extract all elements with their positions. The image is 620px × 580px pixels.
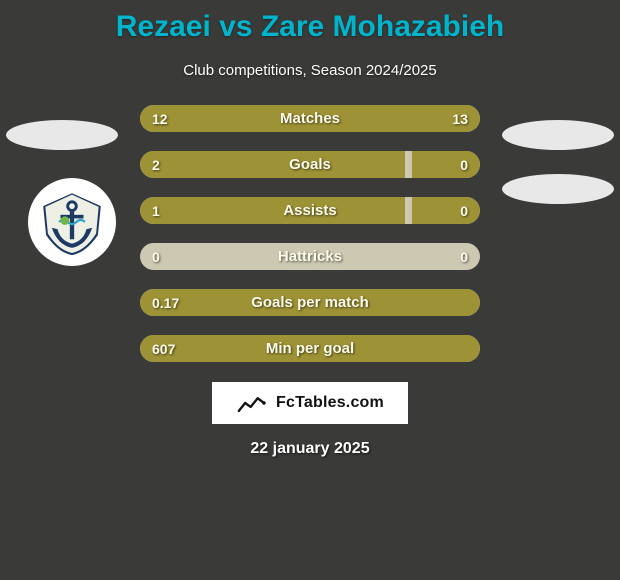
fctables-logo-icon — [236, 392, 270, 414]
club-crest — [28, 178, 116, 266]
bar-segment-left — [140, 335, 480, 362]
bar-segment-left — [140, 289, 480, 316]
avatar-placeholder-left — [6, 120, 118, 150]
stat-value-left: 12 — [152, 105, 168, 132]
bar-segment-left — [140, 151, 405, 178]
stat-bar: 0.17Goals per match — [140, 289, 480, 316]
stat-value-right: 0 — [460, 197, 468, 224]
stats-bar-list: 1213Matches20Goals10Assists00Hattricks0.… — [140, 105, 480, 362]
footer-date: 22 january 2025 — [250, 440, 369, 458]
bar-segment-left — [140, 197, 405, 224]
stat-bar: 10Assists — [140, 197, 480, 224]
page-title: Rezaei vs Zare Mohazabieh — [116, 10, 504, 44]
subtitle: Club competitions, Season 2024/2025 — [183, 62, 437, 79]
stat-value-left: 0 — [152, 243, 160, 270]
stat-value-left: 607 — [152, 335, 175, 362]
stat-value-left: 2 — [152, 151, 160, 178]
stat-value-right: 0 — [460, 243, 468, 270]
stat-bar: 0 0Hattricks — [140, 243, 480, 270]
stat-value-left: 0.17 — [152, 289, 179, 316]
anchor-crest-icon — [36, 186, 108, 258]
brand-text: FcTables.com — [276, 394, 384, 412]
bar-segment-right — [412, 151, 480, 178]
brand-badge: FcTables.com — [212, 382, 408, 424]
stat-value-right: 13 — [452, 105, 468, 132]
avatar-placeholder-right-2 — [502, 174, 614, 204]
avatar-placeholder-right-1 — [502, 120, 614, 150]
stat-label: Hattricks — [140, 243, 480, 270]
stat-value-left: 1 — [152, 197, 160, 224]
bar-segment-right — [412, 197, 480, 224]
stat-bar: 607Min per goal — [140, 335, 480, 362]
stat-bar: 1213Matches — [140, 105, 480, 132]
stat-bar: 20Goals — [140, 151, 480, 178]
stat-value-right: 0 — [460, 151, 468, 178]
